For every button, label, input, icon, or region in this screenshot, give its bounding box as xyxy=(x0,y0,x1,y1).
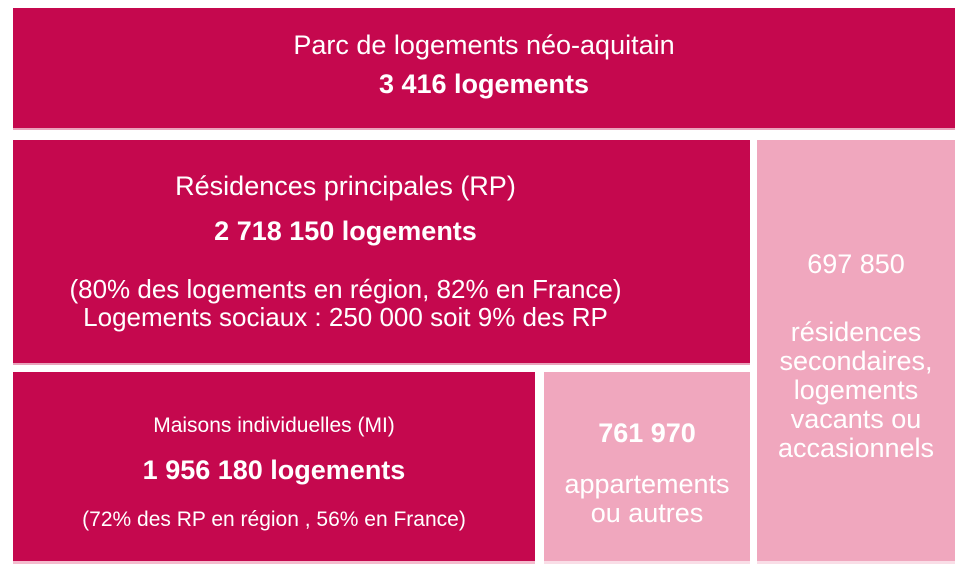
maisons-individuelles-label: Maisons individuelles (MI) xyxy=(153,413,395,437)
appartements-box: 761 970 appartements ou autres xyxy=(544,372,750,564)
logements-sociaux-note: Logements sociaux : 250 000 soit 9% des … xyxy=(83,302,608,333)
residences-secondaires-value: 697 850 xyxy=(807,249,905,280)
maisons-individuelles-box: Maisons individuelles (MI) 1 956 180 log… xyxy=(13,372,535,564)
residences-principales-value: 2 718 150 logements xyxy=(214,216,477,247)
total-housing-value: 3 416 logements xyxy=(378,69,590,99)
residences-principales-box: Résidences principales (RP) 2 718 150 lo… xyxy=(13,140,750,365)
residences-principales-content: Résidences principales (RP) 2 718 150 lo… xyxy=(13,170,750,333)
residences-secondaires-box: 697 850 résidences secondaires, logement… xyxy=(757,140,955,564)
maisons-individuelles-share-note: (72% des RP en région , 56% en France) xyxy=(82,508,466,532)
residences-principales-share-note: (80% des logements en région, 82% en Fra… xyxy=(69,274,622,305)
maisons-individuelles-value: 1 956 180 logements xyxy=(142,454,406,485)
residences-secondaires-label: résidences secondaires, logements vacant… xyxy=(777,316,935,463)
total-housing-box: Parc de logements néo-aquitain 3 416 log… xyxy=(13,8,955,130)
total-housing-title: Parc de logements néo-aquitain xyxy=(293,29,675,60)
appartements-label: appartements ou autres xyxy=(564,469,730,529)
appartements-value: 761 970 xyxy=(598,417,696,448)
residences-principales-label: Résidences principales (RP) xyxy=(175,170,516,201)
